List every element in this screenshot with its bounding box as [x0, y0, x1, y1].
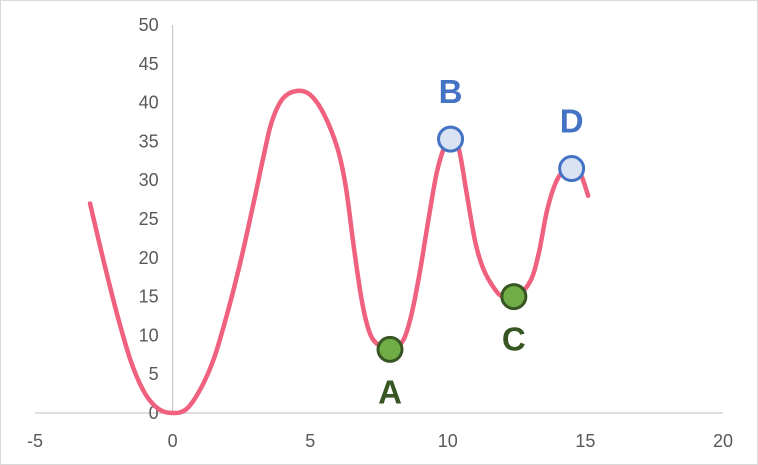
- y-tick-label: 50: [139, 15, 159, 35]
- x-tick-label: 5: [305, 431, 315, 451]
- x-tick-label: 0: [168, 431, 178, 451]
- y-tick-label: 20: [139, 248, 159, 268]
- x-tick-label: 10: [438, 431, 458, 451]
- point-d-label: D: [560, 103, 584, 140]
- y-tick-label: 15: [139, 287, 159, 307]
- point-c-marker: [500, 283, 528, 311]
- x-tick-label: 20: [713, 431, 733, 451]
- x-tick-label: 15: [575, 431, 595, 451]
- y-tick-label: 25: [139, 209, 159, 229]
- x-tick-label: -5: [27, 431, 43, 451]
- y-tick-label: 5: [149, 364, 159, 384]
- series-line-0: [87, 88, 591, 416]
- point-d-marker: [558, 155, 586, 183]
- y-tick-label: 35: [139, 131, 159, 151]
- point-c-label: C: [502, 321, 526, 358]
- y-tick-label: 45: [139, 54, 159, 74]
- point-a-marker: [376, 335, 404, 363]
- y-tick-label: 40: [139, 93, 159, 113]
- point-a-label: A: [378, 373, 402, 410]
- y-tick-label: 10: [139, 325, 159, 345]
- point-b-marker: [437, 125, 465, 153]
- y-tick-label: 0: [149, 403, 159, 423]
- point-b-label: B: [439, 73, 463, 110]
- y-tick-label: 30: [139, 170, 159, 190]
